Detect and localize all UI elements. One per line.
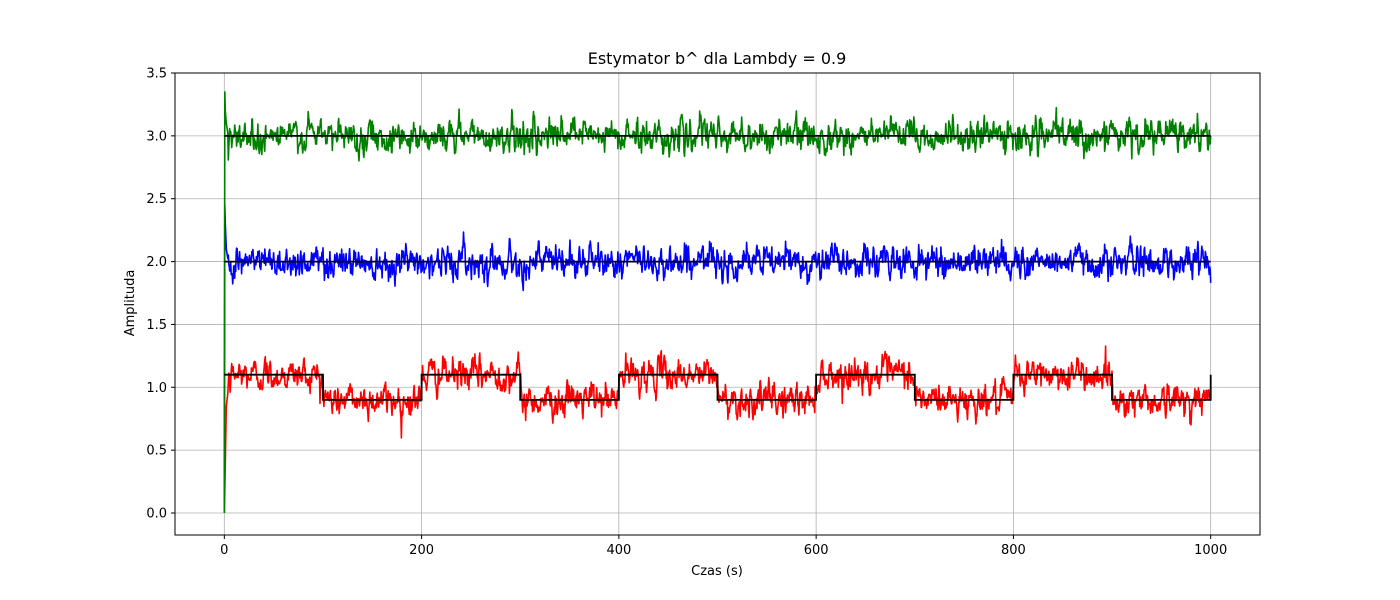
x-axis-ticks: 0 200 400 600 800 1000 [220, 535, 1227, 558]
plot-lines [223, 91, 1212, 514]
y-tick-label: 2.0 [146, 255, 167, 270]
y-tick-label: 0.0 [146, 507, 167, 522]
y-tick-label: 0.5 [146, 444, 167, 459]
y-tick-label: 3.0 [146, 129, 167, 144]
axes [174, 72, 1261, 536]
x-tick-label: 200 [409, 543, 434, 558]
y-axis-label: Amplituda [123, 270, 138, 337]
x-tick-label: 800 [1001, 543, 1026, 558]
plot-frame [174, 72, 1261, 536]
y-tick-label: 1.0 [146, 381, 167, 396]
y-tick-label: 2.5 [146, 192, 167, 207]
x-tick-label: 0 [220, 543, 228, 558]
reference-line-0 [224, 373, 1212, 401]
chart-title: Estymator b^ dla Lambdy = 0.9 [588, 49, 847, 68]
y-tick-label: 3.5 [146, 67, 167, 82]
x-tick-label: 600 [804, 543, 829, 558]
y-tick-label: 1.5 [146, 318, 167, 333]
x-tick-label: 400 [606, 543, 631, 558]
x-axis-label: Czas (s) [691, 564, 743, 579]
series-line-2 [223, 91, 1212, 514]
y-axis-ticks: 0.0 0.5 1.0 1.5 2.0 2.5 3.0 3.5 [146, 67, 175, 522]
x-tick-label: 1000 [1194, 543, 1227, 558]
series-line-1 [223, 204, 1212, 514]
